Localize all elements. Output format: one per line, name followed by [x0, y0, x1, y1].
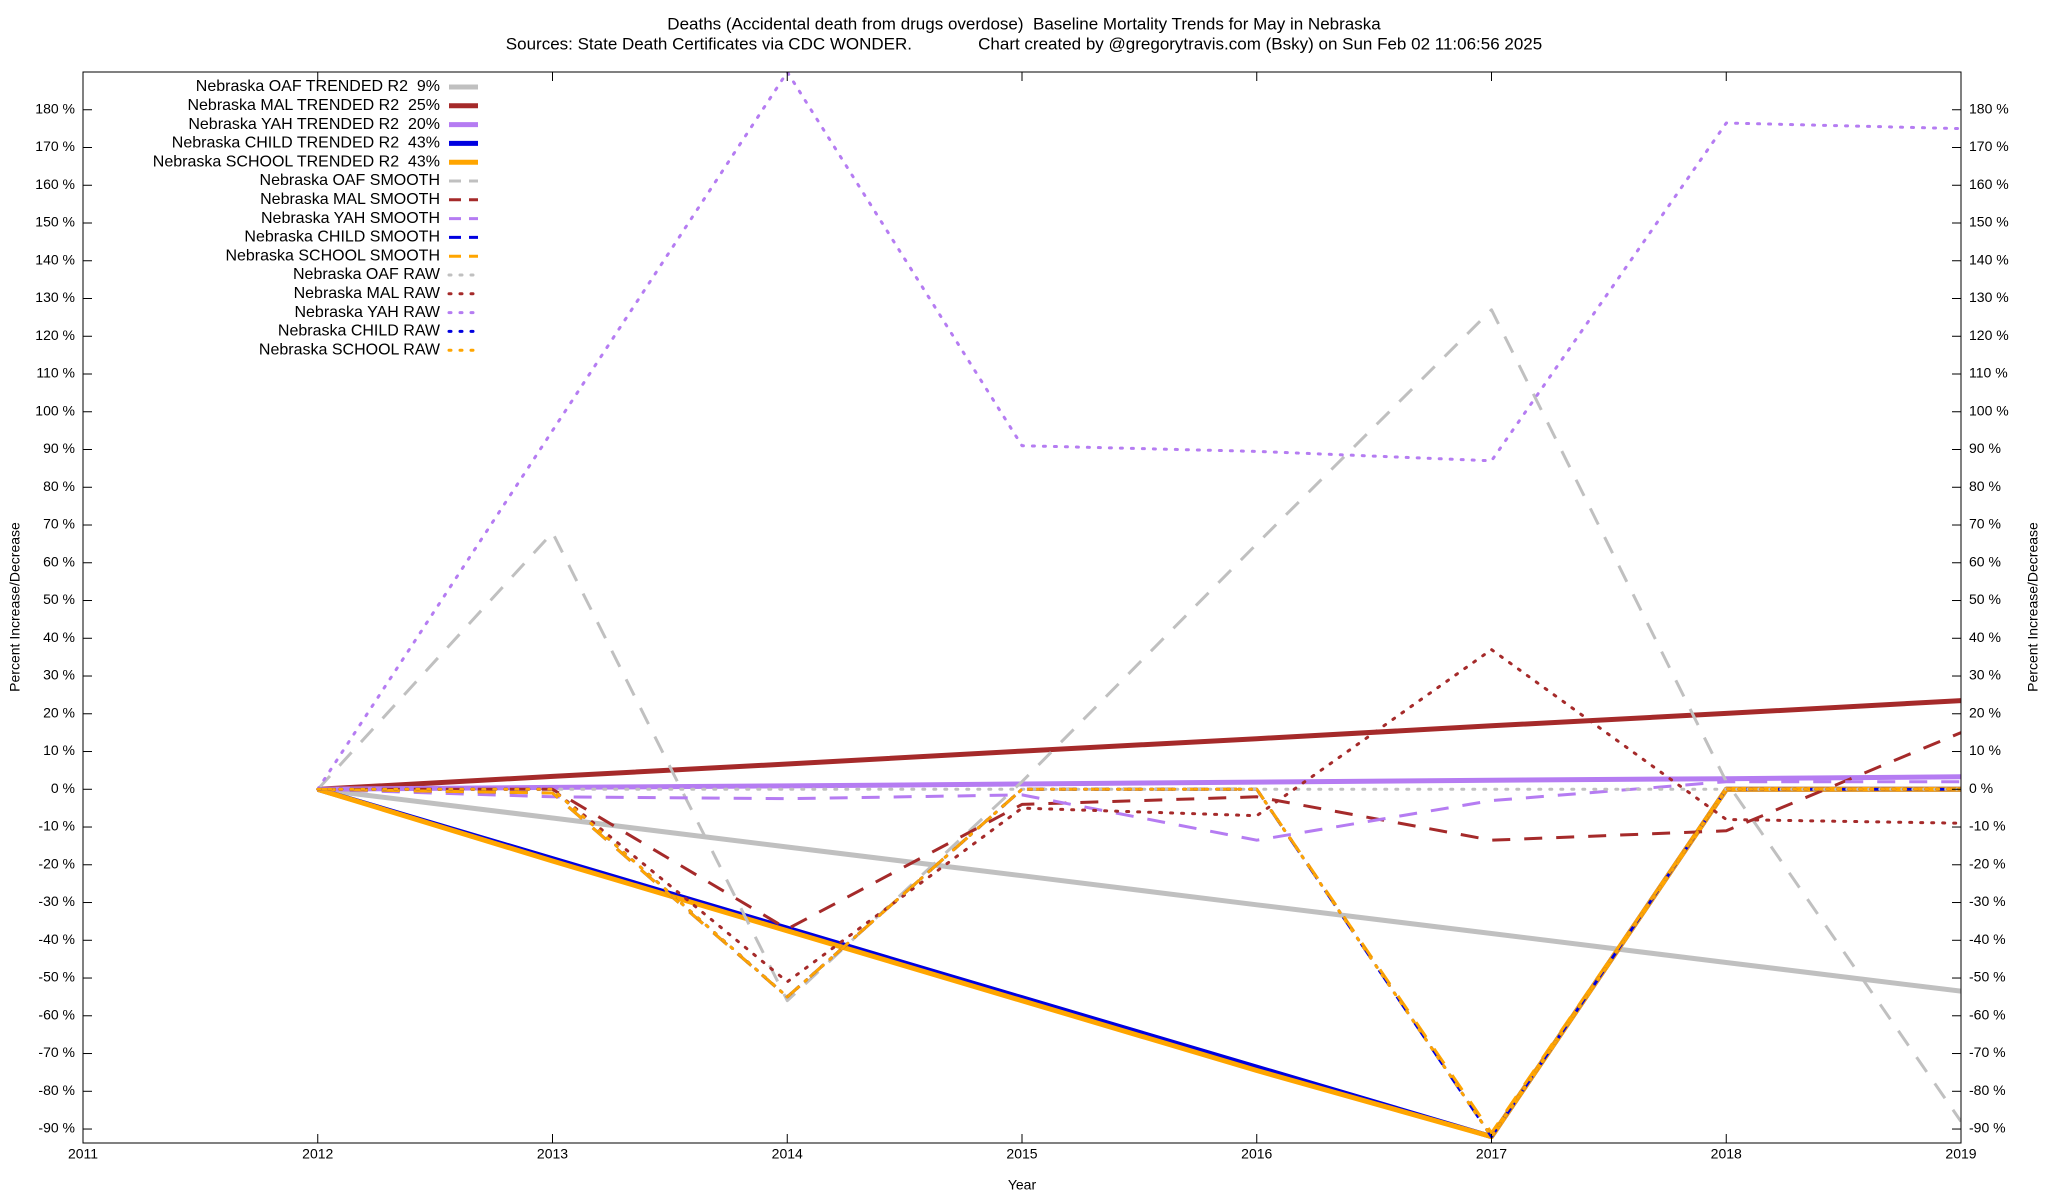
y2-tick-label: 50 % — [1969, 591, 2001, 607]
series-line — [317, 698, 1961, 792]
y-tick-label: -50 % — [38, 969, 75, 985]
legend-label: Nebraska SCHOOL TRENDED R2 43% — [153, 153, 440, 170]
y2-tick-label: 70 % — [1969, 516, 2001, 532]
x-tick-label: 2016 — [1241, 1146, 1272, 1162]
y-tick-label: -20 % — [38, 855, 75, 871]
y2-tick-label: 100 % — [1969, 402, 2009, 418]
x-tick-label: 2012 — [302, 1146, 333, 1162]
y-tick-label: 30 % — [43, 667, 75, 683]
y2-tick-label: -90 % — [1969, 1120, 2006, 1136]
chart-title: Deaths (Accidental death from drugs over… — [667, 14, 1381, 33]
y2-tick-label: 130 % — [1969, 289, 2009, 305]
y-tick-label: -90 % — [38, 1120, 75, 1136]
y-tick-label: 80 % — [43, 478, 75, 494]
y-tick-label: -80 % — [38, 1082, 75, 1098]
y2-tick-label: -50 % — [1969, 969, 2006, 985]
x-tick-label: 2015 — [1006, 1146, 1037, 1162]
y-tick-label: 60 % — [43, 553, 75, 569]
x-tick-label: 2013 — [537, 1146, 568, 1162]
series-line — [317, 731, 1961, 931]
x-tick-label: 2011 — [68, 1146, 98, 1162]
legend-label: Nebraska MAL TRENDED R2 25% — [187, 97, 440, 114]
y2-tick-label: 150 % — [1969, 214, 2009, 230]
y-tick-label: 160 % — [35, 176, 75, 192]
y-tick-label: 50 % — [43, 591, 75, 607]
legend-label: Nebraska YAH SMOOTH — [261, 210, 440, 227]
x-tick-label: 2014 — [772, 1146, 803, 1162]
y-tick-label: 90 % — [43, 440, 75, 456]
series-line — [317, 780, 1961, 842]
y2-axis-label: Percent Increase/Decrease — [2025, 522, 2041, 692]
y2-tick-label: 0 % — [1969, 780, 1993, 796]
y-tick-label: 130 % — [35, 289, 75, 305]
y2-tick-label: 10 % — [1969, 742, 2001, 758]
y2-tick-label: 20 % — [1969, 704, 2001, 720]
y2-tick-label: 170 % — [1969, 138, 2009, 154]
plot-area — [316, 72, 1961, 1140]
y-tick-label: -40 % — [38, 931, 75, 947]
y-tick-label: -60 % — [38, 1006, 75, 1022]
y-tick-label: 120 % — [35, 327, 75, 343]
y-tick-label: 110 % — [36, 365, 75, 381]
y-tick-label: 140 % — [35, 251, 75, 267]
y2-tick-label: -20 % — [1969, 855, 2006, 871]
legend-label: Nebraska YAH RAW — [294, 304, 440, 321]
y-tick-label: -30 % — [38, 893, 75, 909]
legend-label: Nebraska OAF SMOOTH — [260, 172, 440, 189]
series-line — [316, 72, 1961, 791]
y2-tick-label: -40 % — [1969, 931, 2006, 947]
y-tick-label: 40 % — [43, 629, 75, 645]
y-tick-label: -70 % — [38, 1044, 75, 1060]
y2-tick-label: -70 % — [1969, 1044, 2006, 1060]
legend-label: Nebraska MAL SMOOTH — [260, 191, 440, 208]
series-line — [316, 308, 1961, 1123]
legend-label: Nebraska SCHOOL RAW — [259, 341, 441, 358]
y-tick-label: -10 % — [38, 818, 75, 834]
y-tick-label: 150 % — [35, 214, 75, 230]
chart-subtitle: Sources: State Death Certificates via CD… — [506, 34, 1542, 53]
legend-label: Nebraska CHILD SMOOTH — [244, 229, 440, 246]
legend-label: Nebraska YAH TRENDED R2 20% — [188, 116, 440, 133]
y2-tick-label: -30 % — [1969, 893, 2006, 909]
x-tick-label: 2018 — [1711, 1146, 1742, 1162]
y-tick-label: 180 % — [35, 100, 75, 116]
y2-tick-label: -60 % — [1969, 1006, 2006, 1022]
y2-tick-label: 60 % — [1969, 553, 2001, 569]
legend-label: Nebraska SCHOOL SMOOTH — [225, 247, 440, 264]
legend-label: Nebraska CHILD TRENDED R2 43% — [172, 135, 440, 152]
series-line — [317, 774, 1961, 792]
y-tick-label: 10 % — [43, 742, 75, 758]
y2-tick-label: -80 % — [1969, 1082, 2006, 1098]
y-tick-label: 0 % — [51, 780, 75, 796]
legend-label: Nebraska OAF TRENDED R2 9% — [196, 78, 440, 95]
series-line — [316, 787, 1961, 1139]
y2-tick-label: 140 % — [1969, 251, 2009, 267]
x-axis-label: Year — [1008, 1177, 1037, 1193]
x-tick-label: 2017 — [1476, 1146, 1507, 1162]
legend-label: Nebraska MAL RAW — [294, 285, 441, 302]
y2-tick-label: -10 % — [1969, 818, 2006, 834]
x-tick-label: 2019 — [1945, 1146, 1976, 1162]
y-tick-label: 170 % — [35, 138, 75, 154]
y2-tick-label: 90 % — [1969, 440, 2001, 456]
y2-tick-label: 120 % — [1969, 327, 2009, 343]
y-tick-label: 70 % — [43, 516, 75, 532]
y2-tick-label: 40 % — [1969, 629, 2001, 645]
y2-tick-label: 30 % — [1969, 667, 2001, 683]
y-tick-label: 20 % — [43, 704, 75, 720]
y2-tick-label: 180 % — [1969, 100, 2009, 116]
y2-tick-label: 110 % — [1969, 365, 2008, 381]
y-tick-label: 100 % — [35, 402, 75, 418]
legend-label: Nebraska OAF RAW — [293, 266, 441, 283]
y2-tick-label: 80 % — [1969, 478, 2001, 494]
legend-label: Nebraska CHILD RAW — [278, 323, 441, 340]
y2-tick-label: 160 % — [1969, 176, 2009, 192]
y-axis-label: Percent Increase/Decrease — [7, 522, 23, 692]
series-line — [316, 648, 1961, 984]
